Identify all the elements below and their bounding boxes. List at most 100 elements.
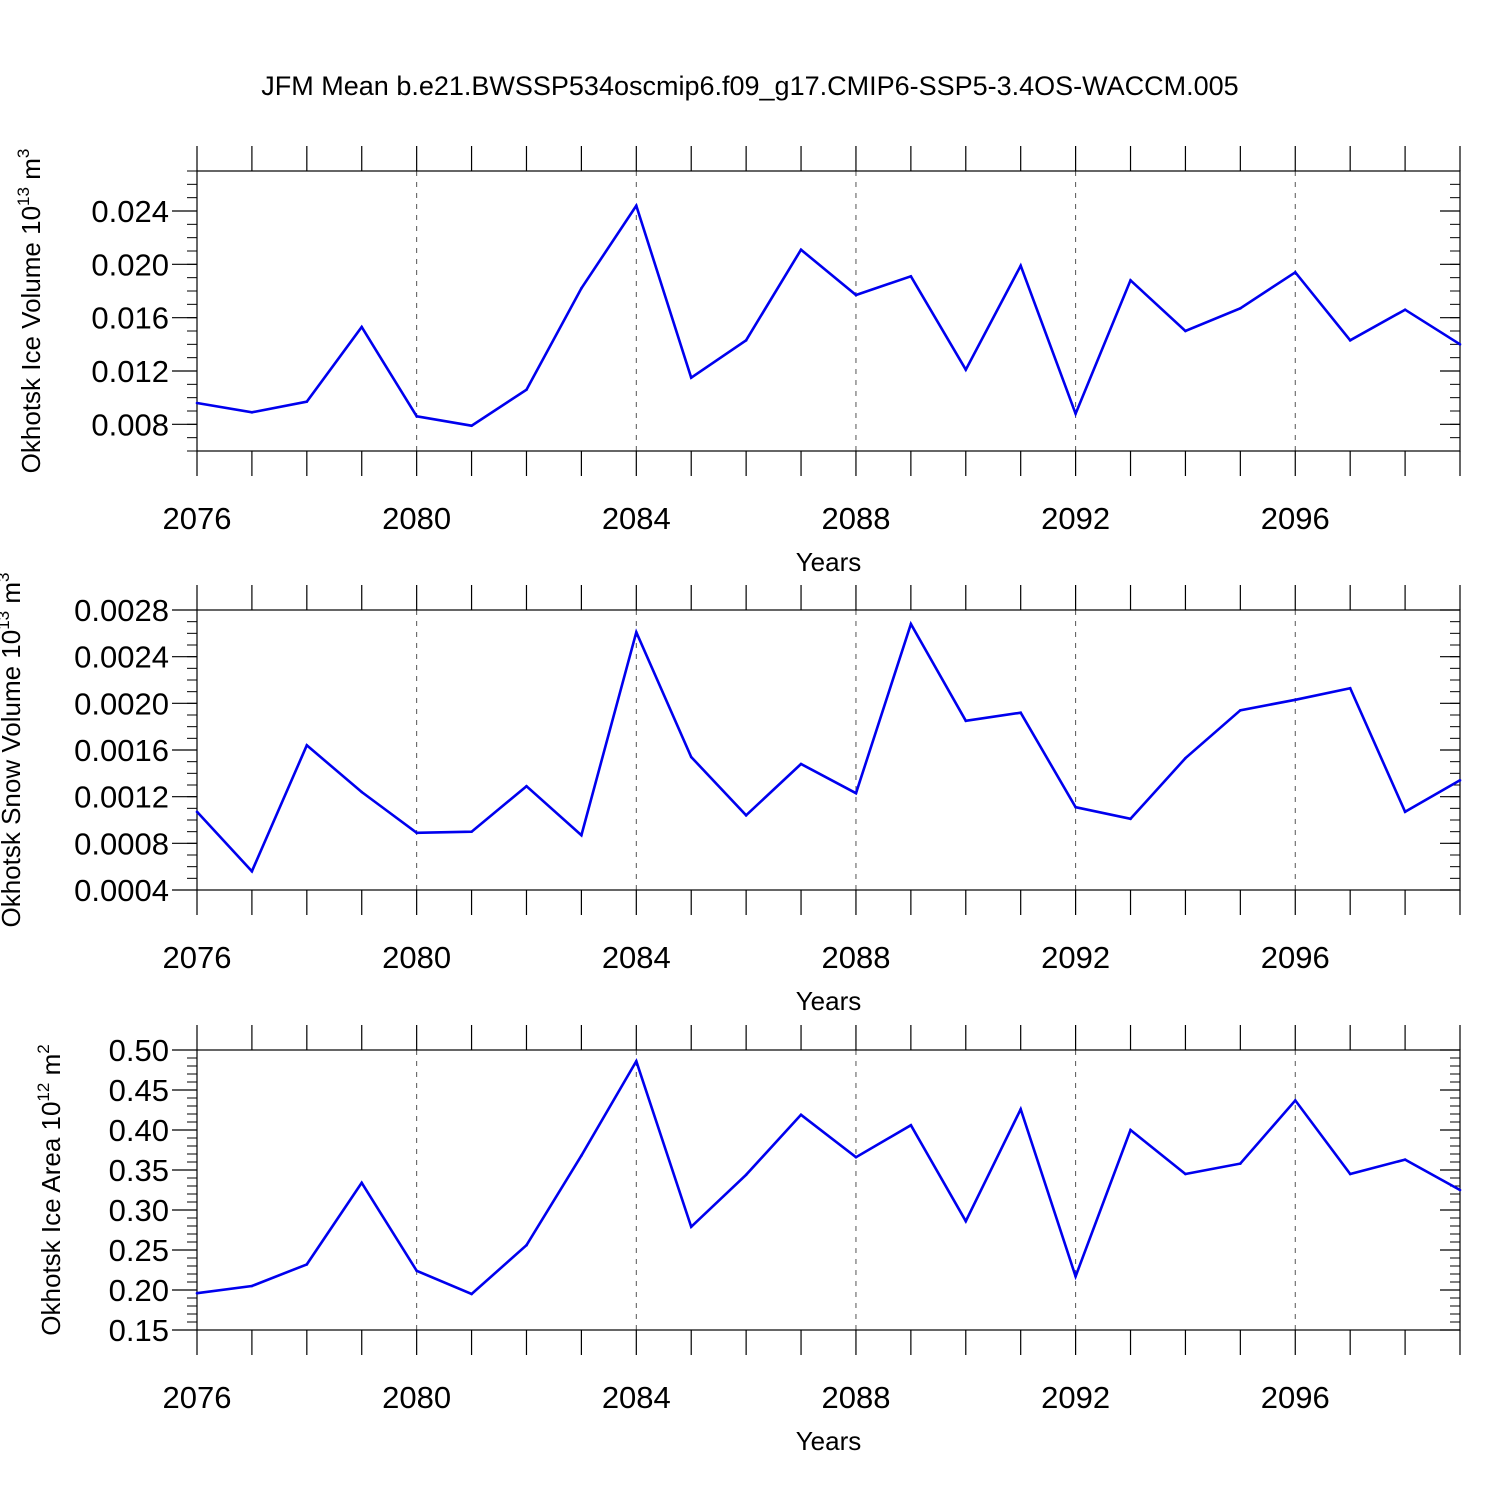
data-point bbox=[525, 388, 528, 391]
x-tick-label: 2092 bbox=[1041, 1380, 1110, 1415]
data-point bbox=[799, 248, 803, 251]
data-point bbox=[635, 204, 638, 207]
data-point bbox=[1184, 1172, 1187, 1176]
y-tick-label: 0.40 bbox=[109, 1113, 169, 1148]
data-point bbox=[1403, 308, 1407, 311]
data-point bbox=[635, 630, 638, 634]
data-point bbox=[415, 1269, 418, 1273]
data-point bbox=[799, 762, 803, 766]
data-point bbox=[854, 1155, 858, 1159]
x-tick-label: 2084 bbox=[602, 501, 671, 536]
x-tick-label: 2088 bbox=[821, 940, 890, 975]
data-point bbox=[635, 1059, 638, 1063]
y-axis-title-exponent: 12 bbox=[34, 1083, 53, 1102]
y-axis-title-text: Okhotsk Ice Volume 10 bbox=[16, 206, 46, 473]
x-axis-title: Years bbox=[796, 1426, 862, 1456]
data-point bbox=[360, 325, 364, 329]
data-point bbox=[1403, 810, 1407, 814]
data-point bbox=[195, 401, 199, 405]
data-point bbox=[1458, 1188, 1462, 1192]
data-point bbox=[580, 287, 583, 290]
data-point bbox=[1348, 686, 1352, 690]
x-tick-label: 2092 bbox=[1041, 940, 1110, 975]
y-tick-label: 0.50 bbox=[109, 1033, 169, 1068]
panel-2: 2076 2080 2084 2088 2092 2096 Years 0.0004 0.000… bbox=[0, 573, 1462, 1016]
data-point bbox=[1348, 339, 1352, 342]
data-point bbox=[250, 411, 254, 414]
data-point bbox=[1239, 1162, 1242, 1165]
data-point bbox=[909, 622, 913, 626]
y-axis-title-unit-exponent: 3 bbox=[14, 149, 33, 158]
y-tick-label: 0.25 bbox=[109, 1233, 169, 1268]
data-point bbox=[250, 1284, 254, 1288]
y-axis-title-unit: m bbox=[16, 158, 46, 187]
data-point bbox=[250, 870, 254, 873]
data-point bbox=[1074, 805, 1077, 809]
y-tick-label: 0.008 bbox=[91, 407, 169, 442]
y-tick-label: 0.012 bbox=[91, 354, 169, 389]
y-axis-title-unit: m bbox=[36, 1054, 66, 1083]
x-tick-label: 2088 bbox=[821, 1380, 890, 1415]
data-point bbox=[525, 1243, 528, 1247]
x-tick-label: 2096 bbox=[1261, 940, 1330, 975]
data-point bbox=[964, 1219, 968, 1223]
y-tick-label: 0.45 bbox=[109, 1073, 169, 1108]
data-point bbox=[1239, 307, 1242, 310]
data-point bbox=[470, 830, 473, 833]
data-point bbox=[744, 1173, 748, 1177]
panel-3: 2076 2080 2084 2088 2092 2096 Years 0.15 0.20 0.2… bbox=[34, 1025, 1462, 1456]
y-tick-label: 0.0020 bbox=[74, 686, 169, 721]
y-tick-label: 0.0012 bbox=[74, 780, 169, 815]
data-point bbox=[744, 814, 748, 817]
y-axis-title-exponent: 13 bbox=[14, 187, 33, 206]
data-point bbox=[470, 424, 473, 427]
x-tick-label: 2096 bbox=[1261, 1380, 1330, 1415]
data-point bbox=[689, 376, 693, 379]
data-point bbox=[1348, 1172, 1352, 1176]
y-tick-label: 0.0024 bbox=[74, 640, 169, 675]
x-axis-title: Years bbox=[796, 986, 862, 1016]
data-point bbox=[1129, 1128, 1132, 1132]
y-tick-label: 0.020 bbox=[91, 247, 169, 282]
data-point bbox=[305, 400, 309, 403]
data-point bbox=[964, 368, 968, 371]
y-tick-label: 0.0016 bbox=[74, 733, 169, 768]
data-point bbox=[470, 1292, 473, 1296]
y-tick-label: 0.0028 bbox=[74, 593, 169, 628]
x-tick-label: 2076 bbox=[163, 940, 232, 975]
data-point bbox=[1458, 343, 1462, 346]
y-axis-title-text: Okhotsk Ice Area 10 bbox=[36, 1102, 66, 1336]
x-tick-label: 2080 bbox=[382, 1380, 451, 1415]
y-axis-title-unit: m bbox=[0, 582, 26, 611]
y-axis-title: Okhotsk Ice Area 1012 m2 bbox=[34, 1044, 66, 1335]
x-axis-title: Years bbox=[796, 547, 862, 577]
data-point bbox=[689, 1225, 693, 1229]
series-line bbox=[196, 1058, 1461, 1296]
data-point bbox=[1239, 709, 1242, 712]
data-point bbox=[1019, 1107, 1022, 1111]
data-point bbox=[1019, 711, 1022, 714]
data-point bbox=[909, 1123, 913, 1127]
plot-frame bbox=[196, 170, 1461, 452]
data-point bbox=[580, 833, 583, 837]
y-axis-title-unit-exponent: 2 bbox=[34, 1044, 53, 1053]
data-point bbox=[744, 339, 748, 342]
data-point bbox=[195, 1291, 199, 1295]
y-axis-title: Okhotsk Ice Volume 1013 m3 bbox=[14, 149, 46, 474]
data-point bbox=[415, 831, 418, 835]
data-point bbox=[964, 719, 968, 723]
data-point bbox=[580, 1154, 583, 1157]
data-point bbox=[909, 275, 913, 278]
figure-title: JFM Mean b.e21.BWSSP534oscmip6.f09_g17.C… bbox=[261, 71, 1238, 101]
y-tick-label: 0.016 bbox=[91, 301, 169, 336]
x-tick-label: 2076 bbox=[163, 1380, 232, 1415]
y-tick-label: 0.30 bbox=[109, 1193, 169, 1228]
data-point bbox=[1403, 1158, 1407, 1161]
y-axis-title-exponent: 13 bbox=[0, 611, 13, 630]
data-point bbox=[1184, 756, 1187, 760]
data-point bbox=[1184, 329, 1187, 333]
data-point bbox=[1293, 698, 1297, 702]
y-axis-title-text: Okhotsk Snow Volume 10 bbox=[0, 630, 26, 928]
